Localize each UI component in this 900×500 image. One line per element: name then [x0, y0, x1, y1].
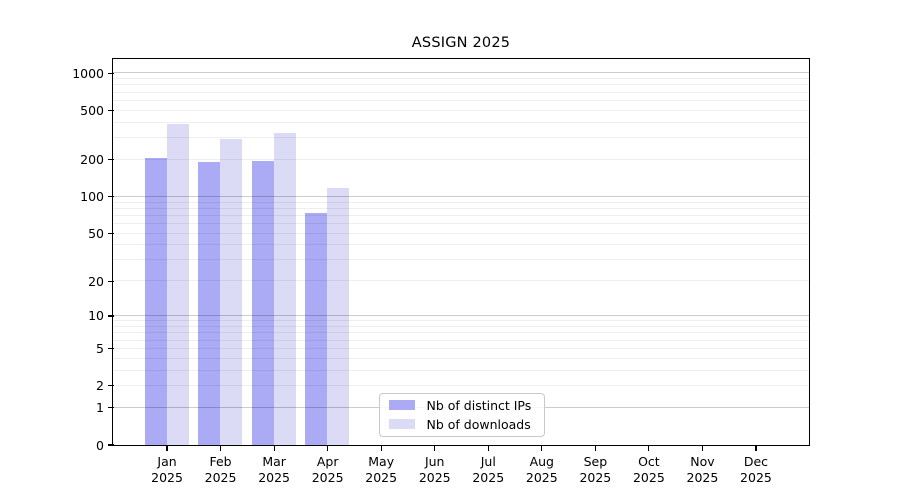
gridline-minor — [113, 369, 810, 371]
gridline-minor — [113, 91, 810, 93]
x-tick-label: Nov 2025 — [686, 454, 719, 485]
y-tick-label: 2 — [96, 378, 104, 394]
y-tick-mark — [108, 407, 114, 409]
y-tick-label: 1000 — [72, 65, 104, 81]
x-tick-mark — [541, 446, 543, 451]
y-tick-mark — [108, 158, 114, 161]
x-tick-mark — [594, 446, 596, 451]
x-tick-mark — [273, 446, 275, 451]
legend-label-downloads: Nb of downloads — [426, 416, 531, 432]
x-tick-mark — [487, 446, 489, 451]
y-tick-label: 5 — [96, 341, 104, 357]
x-tick-mark — [380, 446, 382, 451]
gridline-minor — [113, 214, 810, 216]
x-tick-label: May 2025 — [365, 454, 398, 485]
bar-distinct-ips — [305, 213, 328, 445]
legend-swatch-downloads — [388, 419, 415, 429]
x-tick-label: Mar 2025 — [258, 454, 291, 485]
gridline-minor — [113, 339, 810, 341]
gridline-minor — [113, 259, 810, 261]
bar-distinct-ips — [251, 160, 274, 445]
chart-title: ASSIGN 2025 — [411, 35, 511, 51]
y-tick-mark — [108, 196, 114, 198]
gridline-minor — [113, 347, 810, 349]
gridline-minor — [113, 84, 810, 86]
bars-layer — [113, 59, 809, 445]
bar-downloads — [273, 132, 296, 445]
x-tick-label: Oct 2025 — [632, 454, 665, 485]
gridline-minor — [113, 232, 810, 234]
x-tick-mark — [701, 446, 703, 451]
bar-distinct-ips — [144, 158, 167, 445]
x-tick-mark — [327, 446, 329, 451]
y-tick-mark — [108, 280, 114, 282]
legend-row-downloads: Nb of downloads — [388, 416, 538, 432]
gridline-minor — [113, 201, 810, 203]
x-tick-label: Apr 2025 — [311, 454, 344, 485]
x-tick-mark — [755, 446, 757, 451]
x-tick-label: Jan 2025 — [151, 454, 183, 485]
grid-layer — [113, 59, 810, 445]
x-tick-mark — [219, 446, 222, 451]
y-tick-mark — [108, 315, 114, 317]
gridline-minor — [113, 99, 810, 101]
gridline-minor — [113, 280, 810, 282]
legend: Nb of distinct IPs Nb of downloads — [378, 392, 545, 437]
gridline-major — [113, 195, 810, 197]
x-tick-mark — [166, 446, 168, 451]
x-tick-label: Feb 2025 — [204, 454, 237, 485]
y-tick-mark — [108, 72, 114, 74]
legend-label-distinct-ips: Nb of distinct IPs — [426, 397, 532, 413]
y-tick-mark — [108, 232, 114, 234]
y-tick-label: 10 — [88, 308, 104, 324]
y-tick-label: 0 — [96, 437, 104, 453]
gridline-minor — [113, 137, 810, 139]
y-tick-label: 20 — [88, 273, 104, 289]
y-tick-mark — [108, 347, 114, 350]
x-tick-label: Aug 2025 — [525, 454, 558, 485]
bar-downloads — [220, 139, 243, 445]
bar-downloads — [327, 188, 350, 445]
gridline-minor — [113, 207, 810, 209]
gridline-minor — [113, 326, 810, 328]
y-tick-mark — [108, 444, 114, 446]
gridline-major — [113, 315, 810, 317]
plot-area — [112, 58, 811, 446]
gridline-minor — [113, 109, 810, 111]
gridline-minor — [113, 357, 810, 359]
y-tick-label: 100 — [80, 189, 104, 205]
y-tick-mark — [108, 385, 114, 387]
gridline-major — [113, 72, 810, 74]
x-tick-label: Jul 2025 — [472, 454, 505, 485]
gridline-minor — [113, 158, 810, 160]
y-tick-label: 200 — [80, 152, 104, 168]
x-tick-label: Dec 2025 — [740, 454, 772, 485]
x-tick-label: Sep 2025 — [579, 454, 612, 485]
gridline-minor — [113, 121, 810, 123]
y-tick-label: 1 — [96, 400, 104, 416]
gridline-minor — [113, 244, 810, 246]
legend-row-distinct-ips: Nb of distinct IPs — [388, 397, 538, 413]
bar-distinct-ips — [198, 162, 221, 445]
x-tick-mark — [648, 446, 650, 451]
y-tick-label: 500 — [80, 102, 104, 118]
x-tick-label: Jun 2025 — [418, 454, 451, 485]
gridline-minor — [113, 332, 810, 334]
bar-downloads — [166, 123, 189, 445]
gridline-minor — [113, 223, 810, 225]
gridline-minor — [113, 320, 810, 322]
y-tick-label: 50 — [88, 225, 104, 241]
y-tick-mark — [108, 109, 114, 112]
gridline-minor — [113, 78, 810, 80]
x-tick-mark — [434, 446, 436, 451]
legend-swatch-distinct-ips — [388, 400, 415, 410]
gridline-minor — [113, 385, 810, 387]
